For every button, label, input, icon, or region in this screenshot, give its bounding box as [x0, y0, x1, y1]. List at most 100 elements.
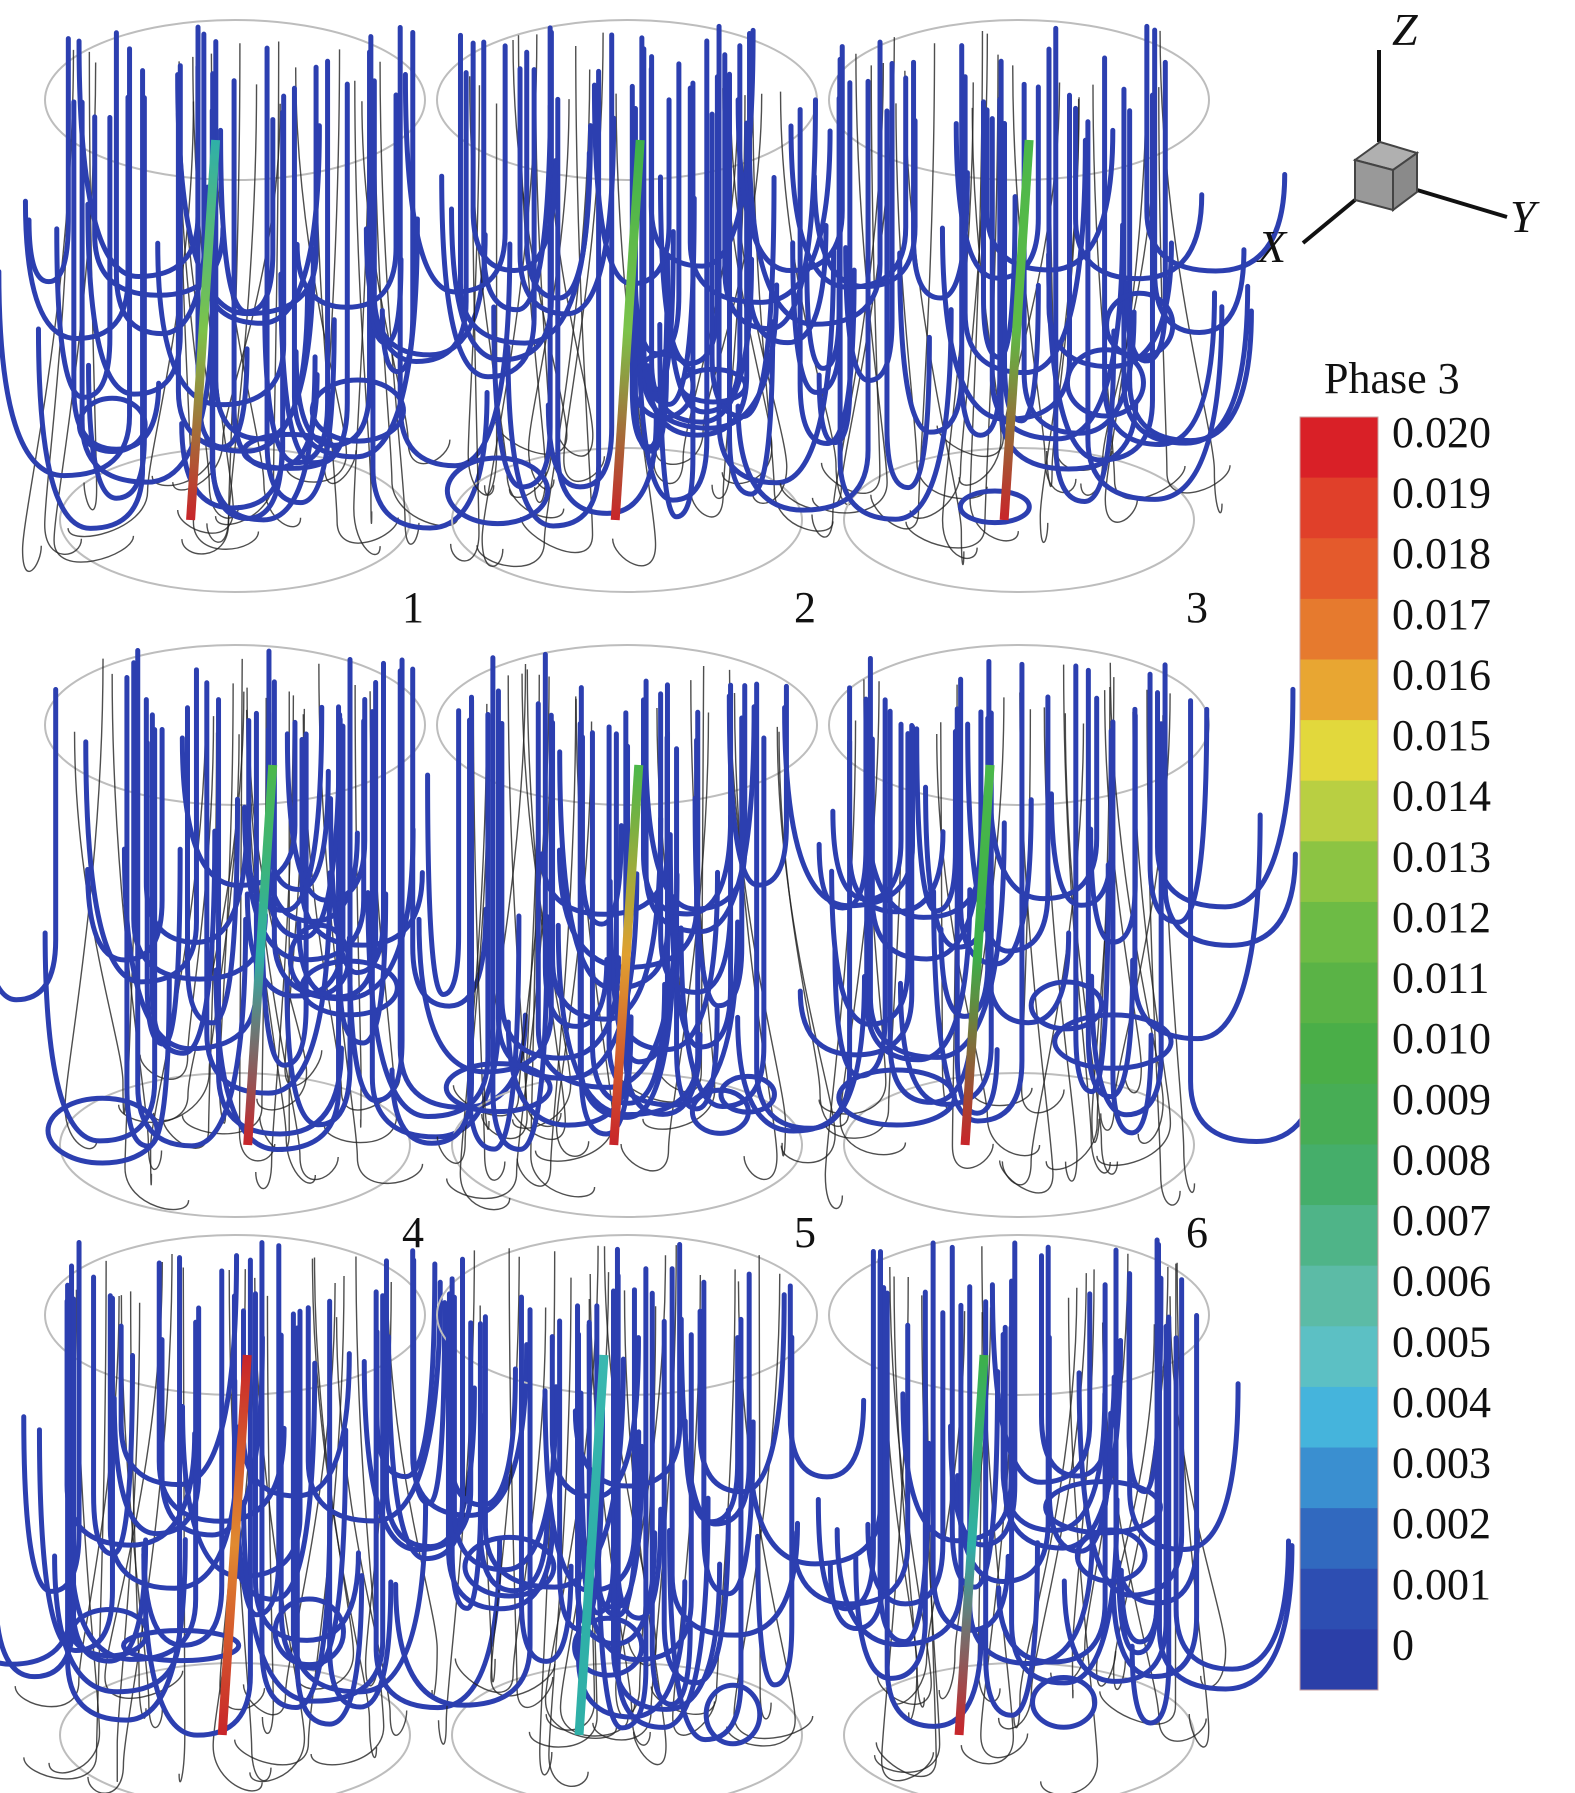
streamline-loop	[462, 1534, 557, 1599]
phase-stripe	[954, 1354, 989, 1736]
streamline-thick	[640, 697, 734, 917]
streamline-thin	[611, 93, 657, 567]
streamline-thick	[91, 1274, 136, 1557]
streamline-thick	[607, 682, 670, 1065]
streamline-loop	[703, 1682, 763, 1747]
streamline-thick	[135, 648, 249, 1149]
streamline-loop	[309, 377, 406, 444]
streamline-thin	[1001, 723, 1085, 1186]
streamline-loop	[572, 1615, 645, 1678]
streamline-thick	[35, 68, 146, 531]
colorbar-band	[1300, 1447, 1378, 1509]
streamline-thick	[954, 706, 1000, 1116]
colorbar: Phase 3 0.0200.0190.0180.0170.0160.0150.…	[1299, 354, 1491, 1691]
colorbar-tick-label: 0.016	[1392, 650, 1491, 699]
cylinder-bottom	[59, 1662, 411, 1793]
streamline-thin	[206, 43, 241, 543]
streamline-thick	[797, 723, 915, 1058]
colorbar-tick-label: 0.010	[1392, 1014, 1491, 1063]
streamline-loop	[631, 351, 696, 421]
streamline-thin	[969, 30, 1019, 542]
panel-label: 1	[402, 583, 424, 632]
colorbar-band	[1300, 1205, 1378, 1267]
streamline-thick	[393, 1307, 533, 1708]
streamline-thick	[118, 1253, 240, 1488]
streamline-loop	[957, 488, 1032, 526]
streamline-thick	[811, 118, 918, 290]
streamline-loop	[69, 1607, 150, 1659]
cylinder-top	[828, 19, 1210, 181]
streamline-thin	[259, 691, 290, 1152]
streamline-thick	[518, 1294, 574, 1664]
axis-triad: Z Y X	[1256, 4, 1540, 272]
colorbar-band	[1300, 720, 1378, 782]
streamline-thick	[939, 92, 1072, 422]
streamline-thick	[572, 1242, 683, 1489]
colorbar-band	[1300, 1326, 1378, 1388]
streamline-thick	[1089, 721, 1164, 1118]
colorbar-tick-label: 0.004	[1392, 1378, 1491, 1427]
streamline-thick	[491, 25, 553, 490]
streamline-loop	[76, 395, 148, 455]
streamline-thick	[575, 1303, 658, 1647]
streamline-thick	[481, 39, 554, 313]
x-axis-line	[1301, 198, 1357, 245]
streamline-thick	[1000, 1332, 1108, 1533]
streamline-thick	[425, 708, 462, 997]
streamline-thick	[735, 685, 853, 1134]
panel-6: 6	[735, 644, 1325, 1257]
streamline-loop	[443, 1061, 553, 1115]
streamline-thick	[897, 710, 994, 1107]
streamline-thick	[579, 734, 624, 927]
streamline-thick	[816, 696, 869, 911]
panel-7: 7	[0, 1234, 530, 1793]
streamline-thick	[1155, 686, 1296, 910]
streamline-thin	[511, 673, 572, 1129]
colorbar-border	[1299, 416, 1379, 1691]
panel-label: 6	[1186, 1208, 1208, 1257]
streamline-thick	[264, 45, 337, 506]
streamline-loop	[121, 1627, 242, 1664]
streamline-thick	[499, 720, 622, 1061]
streamline-loop	[1030, 1675, 1098, 1730]
streamline-thick	[837, 56, 954, 522]
streamline-thick	[26, 36, 71, 285]
streamline-thick	[22, 94, 131, 342]
streamline-thick	[983, 1299, 1040, 1718]
colorbar-tick-label: 0.003	[1392, 1439, 1491, 1488]
y-axis-label: Y	[1510, 191, 1540, 242]
streamline-thick	[1173, 1335, 1292, 1672]
streamline-thick	[216, 697, 344, 1137]
streamline-thick	[179, 719, 298, 888]
streamline-loop	[444, 455, 551, 527]
phase-stripe	[574, 1354, 609, 1736]
streamline-thick	[1156, 1276, 1295, 1692]
streamline-thin	[454, 1307, 547, 1693]
colorbar-band	[1300, 901, 1378, 964]
colorbar-band	[1300, 841, 1378, 903]
streamline-thin	[776, 726, 836, 1164]
streamline-thick	[79, 99, 215, 485]
streamline-thick	[218, 117, 276, 315]
streamline-thin	[104, 1262, 184, 1699]
colorbar-bands	[1299, 416, 1379, 1691]
streamline-thick	[294, 1325, 365, 1727]
streamline-thin	[255, 695, 295, 1190]
streamline-thick	[266, 648, 360, 924]
colorbar-tick-label: 0.011	[1392, 954, 1489, 1003]
phase-stripe	[609, 764, 644, 1146]
streamline-thick	[985, 715, 1072, 1026]
streamline-thick	[495, 688, 640, 1081]
streamline-thin	[998, 692, 1054, 1194]
streamline-thin	[373, 85, 459, 527]
streamline-loop	[836, 1067, 957, 1128]
y-axis-line	[1416, 188, 1508, 219]
streamline-thick	[789, 1322, 911, 1607]
streamline-thick	[614, 1246, 664, 1621]
streamline-thick	[1132, 706, 1263, 1042]
streamline-thin	[895, 103, 988, 500]
colorbar-tick-label: 0.008	[1392, 1135, 1491, 1184]
streamline-thick	[1073, 105, 1205, 282]
streamline-thick	[595, 1266, 649, 1731]
